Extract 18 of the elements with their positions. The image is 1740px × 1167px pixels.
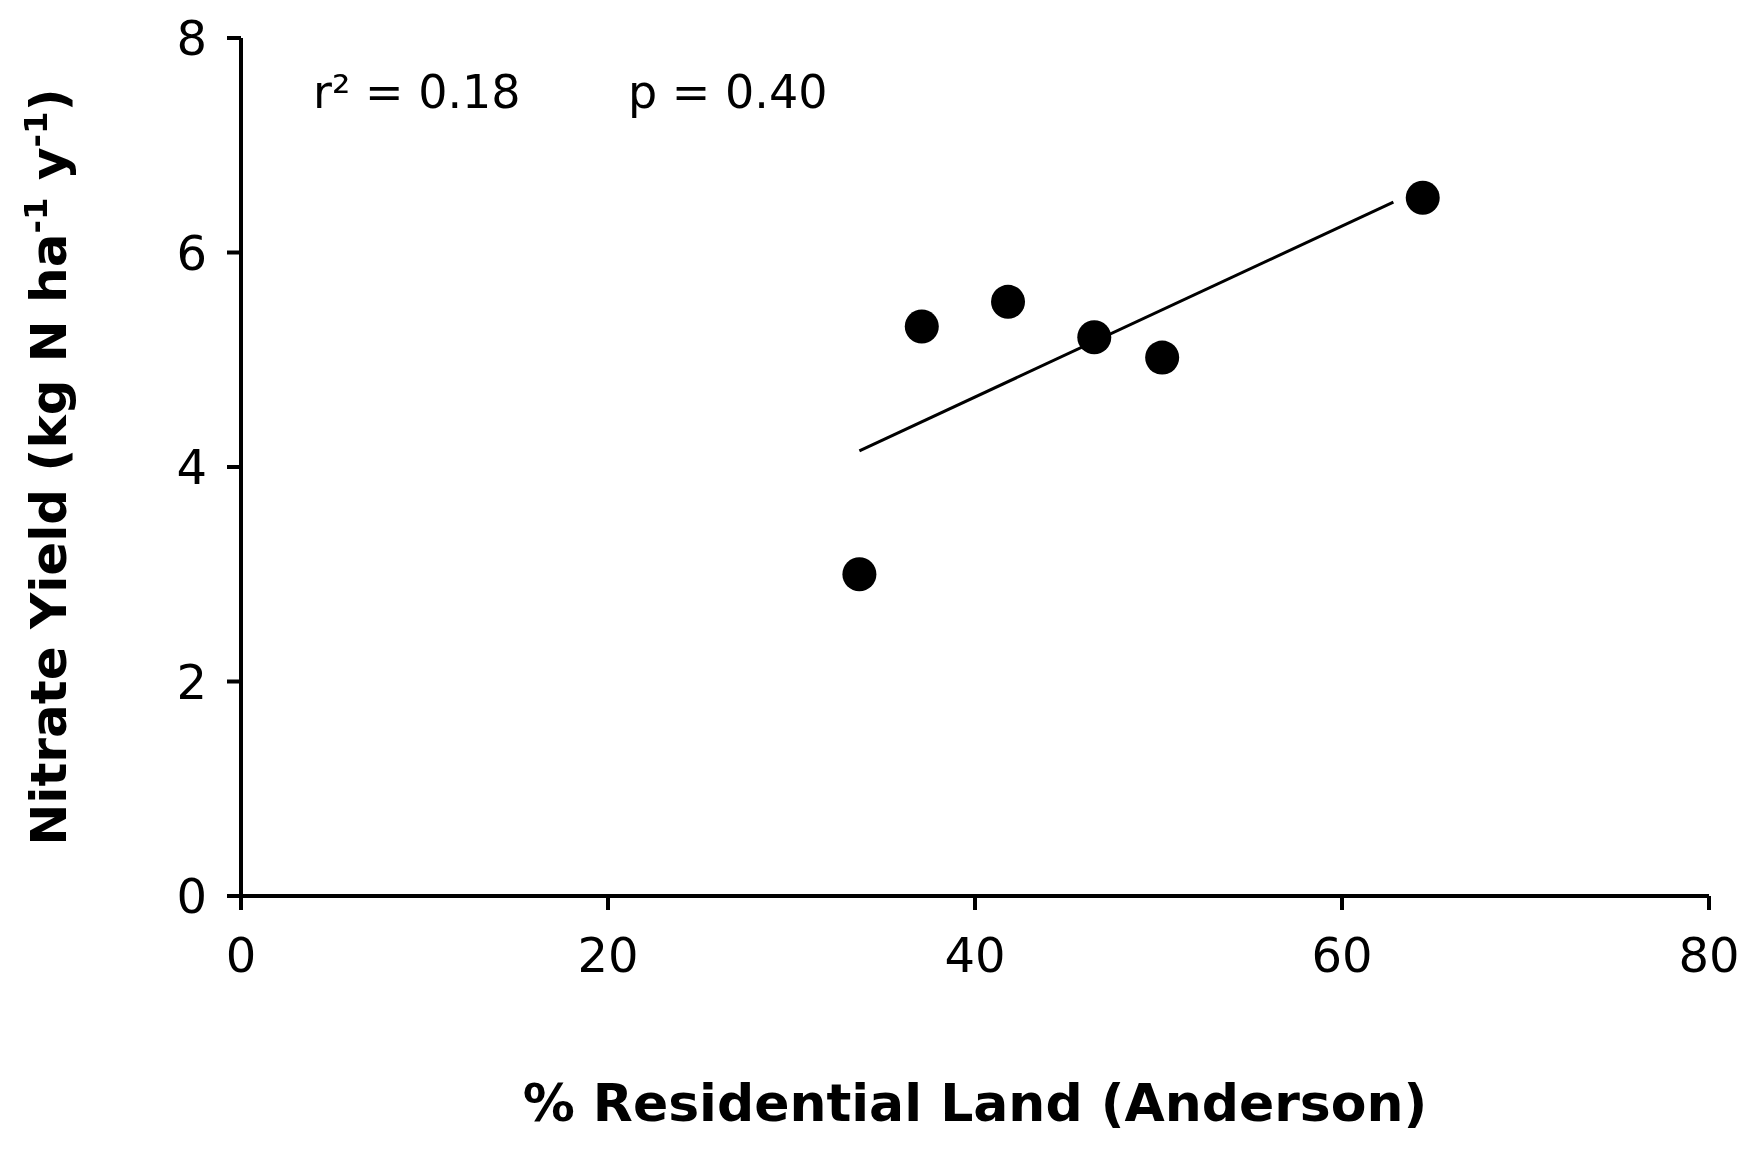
y-tick-label: 2 — [176, 653, 207, 710]
y-tick-label: 6 — [176, 224, 207, 281]
annotation: p = 0.40 — [628, 65, 828, 119]
x-tick-label: 80 — [1678, 927, 1740, 984]
y-tick-label: 4 — [176, 439, 207, 496]
x-tick-label: 60 — [1311, 927, 1373, 984]
point — [842, 557, 877, 592]
point — [991, 284, 1026, 319]
x-tick-label: 0 — [225, 927, 257, 984]
x-axis-title: % Residential Land (Anderson) — [522, 1073, 1428, 1133]
annotation: r² = 0.18 — [313, 65, 521, 119]
point — [904, 309, 939, 344]
y-tick-label: 8 — [176, 10, 207, 67]
x-tick-label: 20 — [577, 927, 639, 984]
point — [1405, 180, 1440, 215]
y-tick-label: 0 — [176, 868, 207, 925]
x-tick-label: 40 — [944, 927, 1006, 984]
point — [1145, 340, 1180, 375]
